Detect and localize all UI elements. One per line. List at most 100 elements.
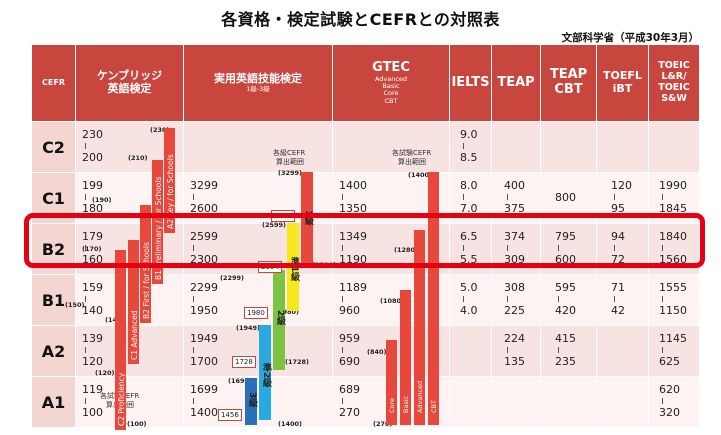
cell-toefl-a2 [596, 325, 649, 377]
page-title: 各資格・検定試験とCEFRとの対照表 [221, 10, 500, 29]
toefl-score-upper: 120 [611, 179, 632, 192]
eiken-mark: (3299) [278, 169, 303, 177]
gtec-score-upper: 1400 [339, 179, 367, 192]
ielts-score-range-tick [463, 245, 464, 251]
teap-cbt-score-lower: 600 [555, 253, 576, 266]
eiken-grade-label: 準1級 [289, 257, 299, 282]
eiken-mark: (1400) [278, 420, 303, 428]
eiken-grade-label: 準2級 [261, 362, 271, 387]
teap-score-range-tick [507, 245, 508, 251]
eiken-score-upper: 3299 [190, 179, 218, 192]
ielts-score-lower: 8.5 [460, 151, 478, 164]
toefl-score-lower: 42 [611, 304, 625, 317]
gtec-mark: (840) [367, 348, 387, 356]
cell-teapcbt-b1: 595 420 [540, 274, 597, 326]
cell-teapcbt-a2: 415 235 [540, 325, 597, 377]
cell-teapcbt-a1 [540, 376, 597, 428]
cambridge-score-range-tick [85, 347, 86, 353]
ielts-score-range-tick [463, 143, 464, 149]
eiken-score-lower: 1700 [190, 355, 218, 368]
header-teap-cbt: TEAP CBT [540, 44, 597, 122]
gtec-note-line2: 算出範囲 [398, 158, 426, 166]
toeic-score-range-tick [662, 398, 663, 404]
cambridge-mark: (210) [128, 154, 148, 162]
ielts-score-lower: 5.5 [460, 253, 478, 266]
gtec-type-label: CBT [430, 400, 438, 413]
eiken-note-line1: 各級CEFR [273, 149, 306, 157]
cambridge-bar [164, 128, 175, 233]
eiken-score-lower: 2600 [190, 202, 218, 215]
teap-cbt-score-lower: 420 [555, 304, 576, 317]
cell-toeic-b1: 1555 1150 [648, 274, 700, 326]
cambridge-mark: (100) [127, 420, 147, 428]
eiken-grade-label: 3級 [247, 391, 257, 407]
gtec-score-upper: 1189 [339, 281, 367, 294]
cambridge-mark: (190) [92, 196, 112, 204]
toeic-score-upper: 1145 [659, 332, 687, 345]
eiken-score-range-tick [193, 347, 194, 353]
toeic-score-upper: 1840 [659, 230, 687, 243]
eiken-score-lower: 1400 [190, 406, 218, 419]
eiken-score-upper: 1949 [190, 332, 218, 345]
cambridge-score-upper: 199 [82, 179, 103, 192]
cambridge-score-lower: 140 [82, 304, 103, 317]
eiken-grade-bar [301, 172, 313, 268]
cell-toeic-a1: 620 320 [648, 376, 700, 428]
teap-score-upper: 224 [504, 332, 525, 345]
toeic-score-upper: 620 [659, 383, 680, 396]
teap-cbt-score-upper: 795 [555, 230, 576, 243]
cambridge-bar [115, 250, 126, 430]
header-toefl: TOEFL iBT [596, 44, 649, 122]
cambridge-score-range-tick [85, 245, 86, 251]
gtec-mark: (1080) [380, 297, 405, 305]
cambridge-mark: (120) [95, 369, 115, 377]
header-eiken: 実用英語技能検定 1級-3級 [183, 44, 333, 122]
cell-eiken-c2 [183, 121, 333, 173]
gtec-score-lower: 960 [339, 304, 360, 317]
toefl-score-lower: 95 [611, 202, 625, 215]
ielts-score-upper: 9.0 [460, 128, 478, 141]
cambridge-score-upper: 159 [82, 281, 103, 294]
gtec-score-lower: 1190 [339, 253, 367, 266]
cell-teap-b1: 308 225 [491, 274, 541, 326]
eiken-mark: (2299) [220, 274, 245, 282]
gtec-note-line1: 各試験CEFR [392, 149, 432, 157]
cambridge-score-upper: 119 [82, 383, 103, 396]
gtec-score-range-tick [342, 398, 343, 404]
ielts-score-upper: 5.0 [460, 281, 478, 294]
eiken-score-upper: 2299 [190, 281, 218, 294]
cell-teap-a1 [491, 376, 541, 428]
gtec-score-upper: 1349 [339, 230, 367, 243]
table-row-c2: C2 230 200 9.0 8.5 [31, 121, 700, 173]
toeic-score-upper: 1555 [659, 281, 687, 294]
cambridge-score-lower: 100 [82, 406, 103, 419]
ielts-score-lower: 4.0 [460, 304, 478, 317]
eiken-score-range-tick [193, 296, 194, 302]
gtec-mark: (1280) [394, 246, 419, 254]
cell-toeic-c2 [648, 121, 700, 173]
eiken-threshold-box: 1980 [244, 307, 268, 319]
eiken-threshold-box: 1456 [218, 409, 242, 421]
eiken-score-lower: 2300 [190, 253, 218, 266]
eiken-note-line2: 算出範囲 [276, 158, 304, 166]
cambridge-score-range-tick [85, 143, 86, 149]
ielts-score-upper: 8.0 [460, 179, 478, 192]
toeic-score-lower: 1150 [659, 304, 687, 317]
gtec-mark: (1400) [408, 171, 433, 179]
eiken-score-range-tick [193, 194, 194, 200]
toeic-score-range-tick [662, 245, 663, 251]
cambridge-exam-label: C1 Advanced [130, 310, 139, 360]
toeic-score-range-tick [662, 347, 663, 353]
teap-cbt-score-upper: 595 [555, 281, 576, 294]
teap-score-upper: 374 [504, 230, 525, 243]
toefl-score-range-tick [614, 194, 615, 200]
eiken-grade-bar [273, 270, 285, 370]
toefl-score-upper: 94 [611, 230, 625, 243]
eiken-threshold-box: 1728 [232, 356, 256, 368]
teap-cbt-score-upper: 415 [555, 332, 576, 345]
gtec-score-range-tick [342, 194, 343, 200]
cambridge-bar [152, 160, 163, 284]
gtec-score-upper: 959 [339, 332, 360, 345]
cambridge-score-lower: 120 [82, 355, 103, 368]
ielts-score-lower: 7.0 [460, 202, 478, 215]
